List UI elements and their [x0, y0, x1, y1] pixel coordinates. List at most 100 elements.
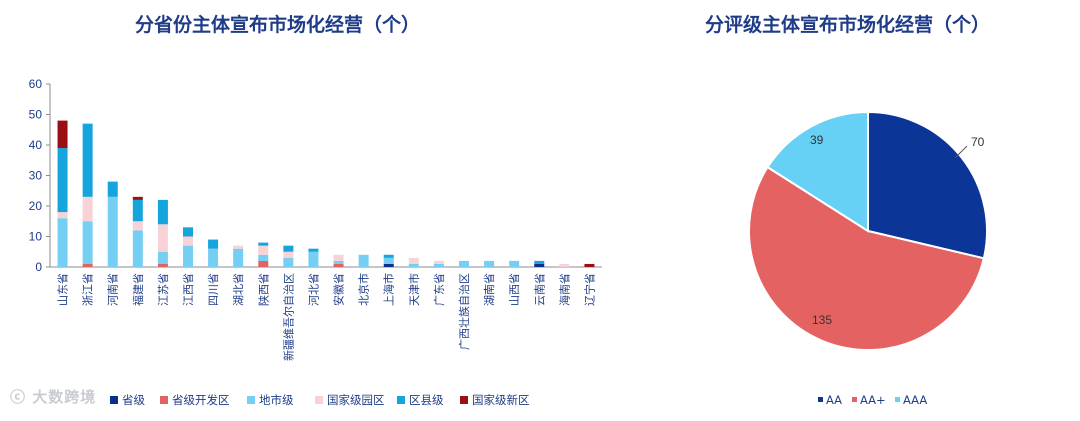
- x-category-label: 辽宁省: [582, 273, 596, 306]
- x-category-label: 浙江省: [82, 273, 95, 306]
- x-category-label: 云南省: [533, 273, 546, 306]
- bar-segment: [208, 248, 219, 267]
- legend-label: 省级: [122, 393, 145, 407]
- bar-segment: [57, 148, 68, 213]
- bar-segment: [308, 251, 319, 267]
- bar-segment: [132, 221, 143, 231]
- y-tick-label: 40: [29, 138, 43, 152]
- legend-swatch: [110, 396, 118, 404]
- x-category-label: 江苏省: [157, 273, 170, 306]
- bar-segment: [233, 245, 244, 249]
- pie-legend-label: AAA: [903, 393, 927, 407]
- bar-chart-legend: 省级 省级开发区 地市级 国家级园区 区县级 国家级新区: [110, 393, 530, 407]
- x-category-label: 安徽省: [332, 273, 346, 306]
- bar-segment: [383, 257, 394, 264]
- x-category-label: 山东省: [57, 273, 70, 306]
- bar-segment: [82, 196, 93, 222]
- pie-chart: 70 135 39: [748, 110, 988, 351]
- x-category-label: 湖北省: [232, 273, 245, 306]
- y-tick-label: 30: [29, 169, 43, 183]
- bar-segment: [157, 199, 168, 225]
- pie-value-label: 39: [810, 133, 824, 147]
- bar-segment: [534, 260, 545, 264]
- legend-swatch: [397, 396, 405, 404]
- bar-segment: [57, 212, 68, 219]
- bar-segment: [107, 181, 118, 197]
- legend-swatch: [247, 396, 255, 404]
- y-tick-label: 0: [35, 260, 42, 274]
- bar-segment: [258, 245, 269, 255]
- bar-segment: [258, 254, 269, 261]
- legend-label: 地市级: [259, 393, 294, 407]
- x-category-label: 天津市: [407, 273, 421, 306]
- bar-segment: [57, 218, 68, 267]
- y-tick-label: 10: [29, 230, 43, 244]
- bar-chart-title: 分省份主体宣布市场化经营（个）: [135, 14, 421, 36]
- x-category-label: 河南省: [107, 273, 120, 306]
- bar-segment: [509, 260, 520, 267]
- y-tick-label: 60: [29, 77, 43, 91]
- x-category-label: 陕西省: [256, 273, 270, 306]
- pie-leader-line: [954, 145, 968, 159]
- x-category-label: 广东省: [433, 273, 446, 306]
- bar-segment: [132, 199, 143, 222]
- x-category-label: 海南省: [557, 273, 571, 306]
- x-category-label: 上海市: [382, 273, 396, 306]
- bar-segment: [408, 263, 419, 267]
- bar-segment: [383, 263, 394, 267]
- legend-label: 国家级新区: [472, 393, 530, 407]
- bar-segment: [82, 123, 93, 197]
- bar-segment: [233, 248, 244, 267]
- pie-legend-swatch: [895, 397, 900, 402]
- bar-segment: [534, 263, 545, 267]
- bar-segment: [333, 254, 344, 261]
- bar-segment: [132, 196, 143, 200]
- x-category-label: 福建省: [131, 273, 145, 306]
- bar-segment: [157, 251, 168, 264]
- bar-segment: [258, 260, 269, 267]
- bar-segment: [157, 224, 168, 252]
- bar-segment: [82, 221, 93, 264]
- bar-segment: [559, 263, 570, 267]
- bar-segment: [433, 260, 444, 264]
- bar-segment: [183, 227, 193, 237]
- bar-segment: [333, 263, 344, 267]
- bar-segment: [459, 260, 469, 267]
- legend-label: 区县级: [409, 393, 444, 407]
- legend-label: 国家级园区: [327, 393, 385, 407]
- bar-segment: [258, 242, 269, 246]
- pie-slice: [766, 110, 869, 233]
- legend-swatch: [160, 396, 168, 404]
- pie-slice: [748, 165, 986, 351]
- y-tick-label: 20: [29, 199, 43, 213]
- x-category-label: 河北省: [307, 273, 320, 306]
- bar-segment: [358, 254, 369, 267]
- legend-label: 省级开发区: [172, 393, 230, 407]
- bar-segment: [183, 236, 193, 246]
- bar-segment: [132, 230, 143, 267]
- pie-value-label: 135: [812, 313, 832, 327]
- stacked-bar-chart: 0 10 20 30 40 50 60 山东省 浙江省 河南省 福建省 江苏省 江西省 四川省 湖北省 陕西省…: [29, 77, 602, 361]
- x-category-label: 山西省: [508, 273, 521, 306]
- pie-legend-label: AA+: [860, 393, 886, 407]
- pie-value-label: 70: [971, 135, 985, 149]
- bar-segment: [107, 196, 118, 267]
- bar-segment: [57, 120, 68, 149]
- pie-chart-title: 分评级主体宣布市场化经营（个）: [705, 14, 991, 36]
- bar-segment: [408, 257, 419, 264]
- x-category-label: 湖南省: [483, 273, 496, 306]
- bar-segment: [208, 239, 219, 249]
- pie-legend-swatch: [818, 397, 823, 402]
- pie-legend-label: AA: [826, 393, 842, 407]
- watermark-text: 大数跨境: [32, 388, 97, 406]
- legend-swatch: [315, 396, 323, 404]
- bar-segment: [433, 263, 444, 267]
- bar-segment: [283, 251, 294, 258]
- bar-segment: [157, 263, 168, 267]
- bar-segment: [283, 245, 294, 252]
- watermark-logo: ⓒ 大数跨境: [10, 388, 97, 406]
- bar-segment: [82, 263, 93, 267]
- bar-segment: [308, 248, 319, 252]
- bar-segment: [484, 260, 495, 267]
